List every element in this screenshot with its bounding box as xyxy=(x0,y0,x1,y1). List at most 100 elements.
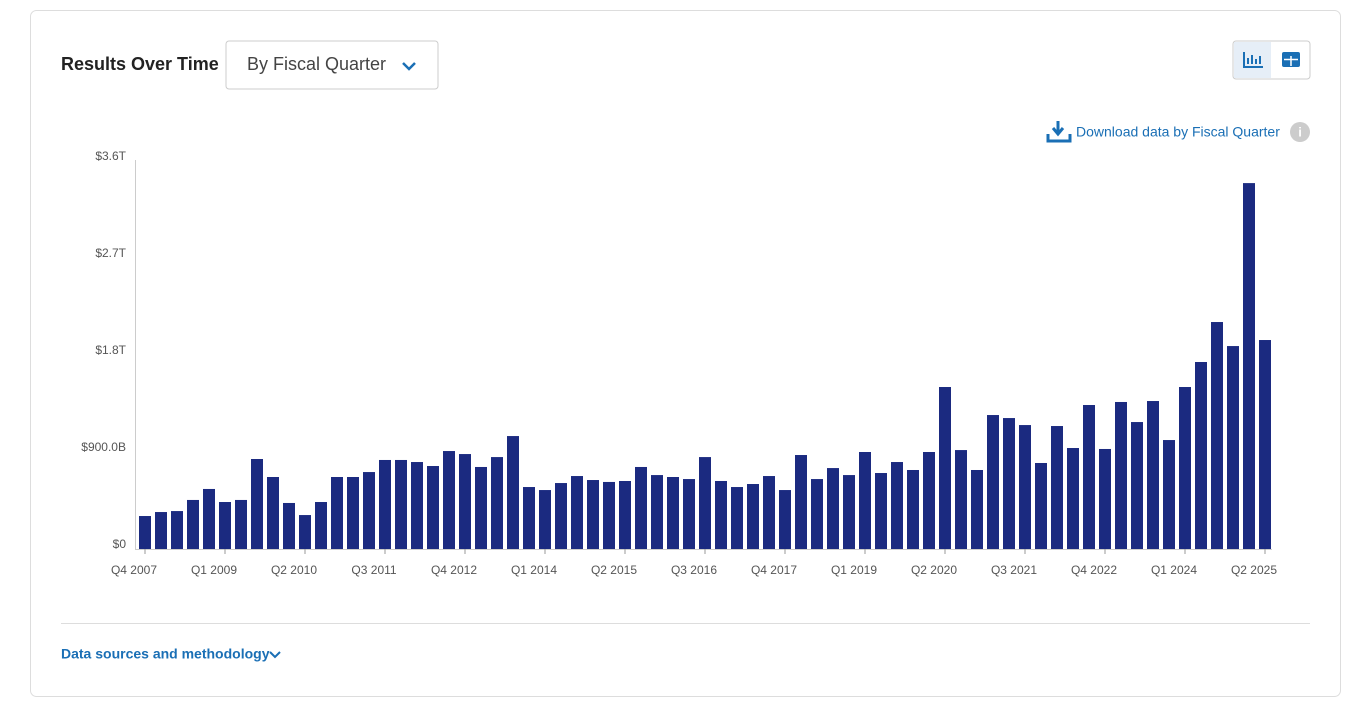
bar xyxy=(699,457,711,549)
dropdown-label[interactable]: By Fiscal Quarter xyxy=(247,54,386,74)
bar xyxy=(779,490,791,549)
x-tick-label: Q2 2025 xyxy=(1231,563,1277,577)
x-tick-label: Q1 2009 xyxy=(191,563,237,577)
bar xyxy=(139,516,151,549)
bar xyxy=(939,387,951,549)
y-tick-label: $1.8T xyxy=(95,343,126,357)
x-tick-label: Q2 2015 xyxy=(591,563,637,577)
bar xyxy=(1131,422,1143,549)
bar xyxy=(667,477,679,549)
x-tick-label: Q3 2021 xyxy=(991,563,1037,577)
bar xyxy=(891,462,903,549)
y-tick-label: $900.0B xyxy=(81,440,126,454)
x-tick-label: Q4 2007 xyxy=(111,563,157,577)
bar xyxy=(555,483,567,549)
bar xyxy=(187,499,199,549)
bar xyxy=(1179,387,1191,549)
bar xyxy=(763,476,775,549)
bar xyxy=(203,488,215,549)
y-tick-label: $0 xyxy=(113,537,127,551)
bar xyxy=(507,436,519,549)
bar xyxy=(1147,401,1159,549)
bar xyxy=(315,502,327,549)
bar xyxy=(811,479,823,549)
bar xyxy=(571,476,583,549)
bar xyxy=(955,450,967,549)
x-tick-label: Q1 2024 xyxy=(1151,563,1197,577)
x-tick-label: Q4 2012 xyxy=(431,563,477,577)
bar xyxy=(1083,405,1095,549)
bar xyxy=(443,451,455,549)
card xyxy=(30,10,1341,697)
y-tick-label: $2.7T xyxy=(95,246,126,260)
dropdown[interactable] xyxy=(225,40,439,90)
bar xyxy=(395,459,407,549)
bar xyxy=(427,466,439,549)
bar xyxy=(987,415,999,549)
chart-view-icon[interactable] xyxy=(1243,52,1263,68)
bar xyxy=(1003,418,1015,549)
bar xyxy=(1067,448,1079,549)
bar xyxy=(475,466,487,549)
y-tick-label: $3.6T xyxy=(95,149,126,163)
bar xyxy=(907,469,919,549)
x-tick-label: Q3 2016 xyxy=(671,563,717,577)
methodology-link[interactable]: Data sources and methodology xyxy=(61,646,270,662)
bar xyxy=(715,480,727,549)
bar xyxy=(843,475,855,549)
x-tick-label: Q4 2017 xyxy=(751,563,797,577)
bar xyxy=(587,480,599,549)
bar xyxy=(971,469,983,549)
bar xyxy=(619,480,631,549)
bar xyxy=(635,466,647,549)
bar xyxy=(1163,440,1175,549)
bar xyxy=(731,487,743,549)
x-tick-label: Q4 2022 xyxy=(1071,563,1117,577)
info-icon[interactable] xyxy=(1290,122,1310,142)
bar xyxy=(747,484,759,549)
bar xyxy=(491,457,503,549)
x-tick-label: Q2 2010 xyxy=(271,563,317,577)
bar xyxy=(1259,340,1271,549)
bar xyxy=(1195,362,1207,549)
bar xyxy=(1227,346,1239,549)
bar xyxy=(267,477,279,549)
bar xyxy=(299,515,311,549)
bar xyxy=(459,454,471,549)
bar xyxy=(1243,183,1255,549)
bar xyxy=(379,459,391,549)
bar xyxy=(331,477,343,549)
heading: Results Over Time xyxy=(61,54,219,74)
bar xyxy=(171,511,183,549)
methodology-chevron[interactable] xyxy=(269,651,281,659)
table-view-icon[interactable] xyxy=(1284,56,1298,66)
bar xyxy=(539,490,551,549)
bar xyxy=(1019,425,1031,549)
bar xyxy=(651,475,663,549)
bar xyxy=(283,502,295,549)
bar xyxy=(1115,401,1127,549)
bar xyxy=(363,472,375,549)
download-icon[interactable] xyxy=(1046,121,1072,143)
bar xyxy=(923,452,935,549)
bar xyxy=(251,459,263,549)
bar xyxy=(155,512,167,549)
download-link[interactable]: Download data by Fiscal Quarter xyxy=(1076,124,1280,140)
bar xyxy=(683,479,695,549)
bar xyxy=(523,487,535,549)
bar xyxy=(235,499,247,549)
bar xyxy=(1099,448,1111,549)
bar xyxy=(827,468,839,549)
bar xyxy=(1211,322,1223,549)
bar xyxy=(859,452,871,549)
x-tick-label: Q3 2011 xyxy=(351,563,396,577)
bar xyxy=(795,455,807,549)
bar xyxy=(1051,426,1063,549)
info-icon-glyph[interactable]: i xyxy=(1298,124,1302,139)
bar xyxy=(411,462,423,549)
x-tick-label: Q1 2014 xyxy=(511,563,557,577)
bar xyxy=(603,481,615,549)
dropdown-chevron[interactable] xyxy=(402,62,416,71)
